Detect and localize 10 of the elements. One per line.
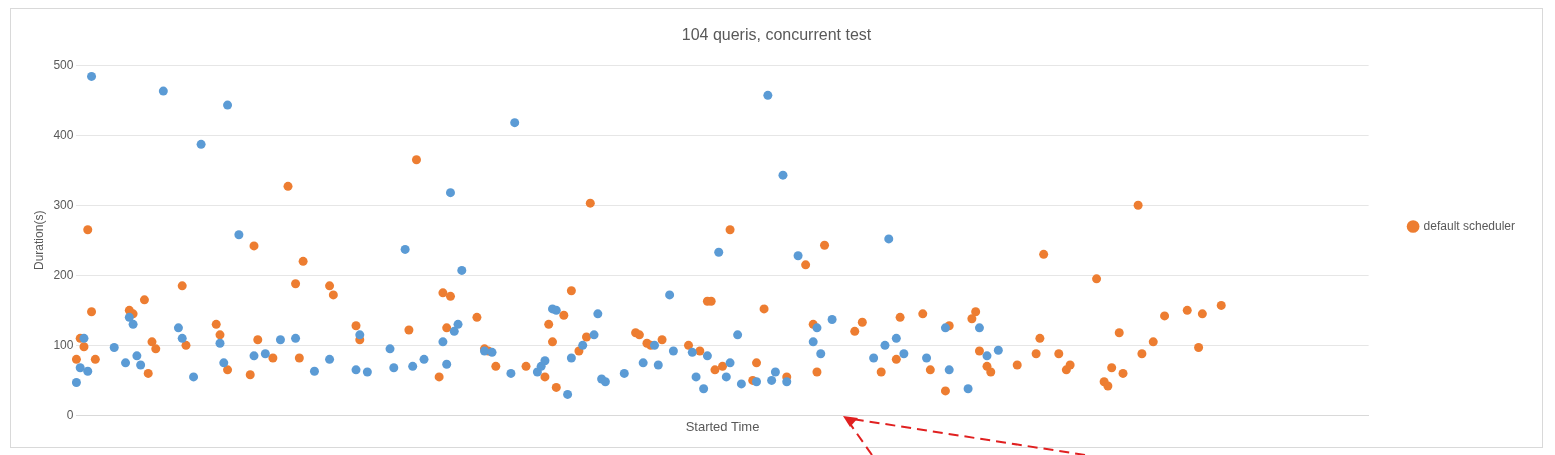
x-axis-title: Started Time [685,418,760,434]
chart-title: 104 queris, concurrent test [681,26,872,44]
legend-label: default scheduler [1423,218,1516,233]
y-tick-label: 300 [53,197,74,212]
y-tick-label: 100 [53,337,74,352]
y-tick-label: 0 [66,407,74,422]
y-tick-label: 200 [53,267,74,282]
y-axis-title: Duration(s) [31,210,46,270]
y-tick-label: 500 [53,57,74,72]
y-tick-label: 400 [53,127,74,142]
